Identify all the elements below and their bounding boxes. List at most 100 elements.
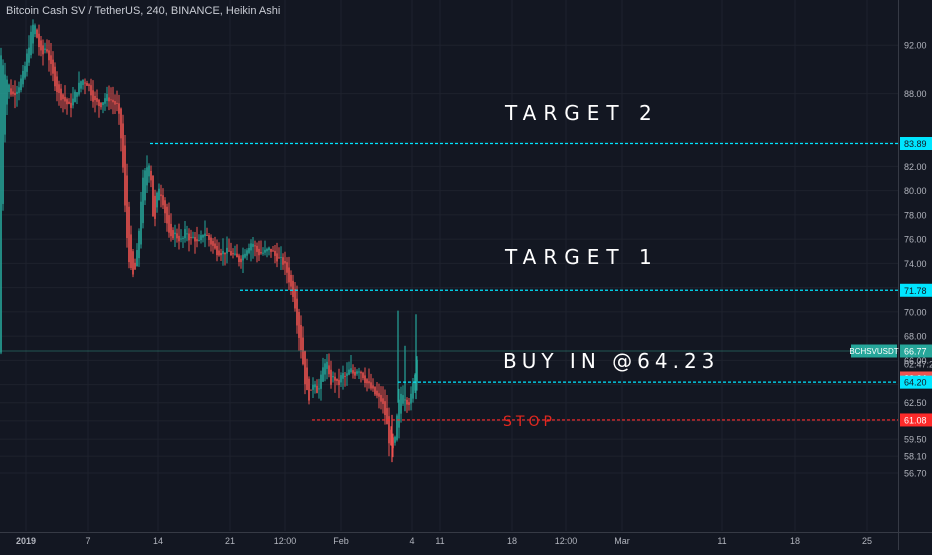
x-tick-label: 2019 (16, 536, 36, 546)
candle-body (156, 192, 158, 208)
candle-body (174, 232, 176, 235)
horizontal-levels[interactable] (0, 142, 898, 421)
candle-body (192, 236, 194, 238)
candle-body (274, 250, 276, 256)
candle-body (52, 59, 54, 74)
candle-body (288, 267, 290, 283)
candle-body (330, 369, 332, 385)
candle-body (296, 298, 298, 326)
y-tick-label: 68.00 (904, 332, 927, 342)
candle-body (346, 373, 348, 376)
candle-body (326, 361, 328, 369)
candle-body (130, 234, 132, 268)
candle-body (210, 237, 212, 245)
candle-body (250, 243, 252, 251)
candle-body (244, 253, 246, 258)
candle-body (236, 253, 238, 258)
candle-body (224, 252, 226, 255)
candle-body (86, 83, 88, 86)
candle-body (112, 99, 114, 103)
annotation-target-2[interactable]: TARGET 2 (505, 101, 659, 125)
candle-body (266, 248, 268, 252)
candle-body (402, 395, 404, 404)
candle-body (216, 245, 218, 256)
candle-body (138, 230, 140, 259)
annotation-buy-in[interactable]: BUY IN @64.23 (503, 349, 720, 373)
x-tick-label: 4 (409, 536, 414, 546)
candle-body (396, 415, 398, 440)
candle-body (316, 385, 318, 393)
candle-body (238, 255, 240, 262)
candles (0, 19, 418, 463)
candle-body (162, 195, 164, 206)
candle-body (32, 24, 34, 44)
candle-body (416, 359, 418, 383)
chart-title: Bitcoin Cash SV / TetherUS, 240, BINANCE… (6, 5, 281, 17)
candle-body (200, 235, 202, 241)
candle-body (368, 381, 370, 384)
candle-body (228, 250, 230, 252)
candle-body (168, 215, 170, 233)
candle-body (150, 170, 152, 181)
candle-body (376, 390, 378, 396)
candle-body (158, 188, 160, 201)
candle-body (124, 145, 126, 206)
price-tag-label: 61.08 (904, 415, 927, 425)
candle-body (20, 78, 22, 91)
annotation-target-1[interactable]: TARGET 1 (505, 245, 659, 269)
price-tags: 83.8971.78BCHSVUSDT66.7702:47:2566.6464.… (849, 137, 932, 427)
candle-body (320, 374, 322, 389)
candle-body (248, 248, 250, 253)
candle-body (324, 363, 326, 375)
candle-body (132, 251, 134, 275)
candle-body (366, 379, 368, 384)
candle-body (234, 253, 236, 255)
annotation-stop[interactable]: STOP (503, 414, 556, 430)
candle-body (26, 53, 28, 72)
y-tick-label: 74.00 (904, 259, 927, 269)
price-tag-label: 02:47:25 (904, 359, 932, 369)
candle-body (254, 245, 256, 247)
candle-body (114, 101, 116, 105)
candle-body (358, 371, 360, 373)
candle-body (202, 234, 204, 238)
candle-body (372, 385, 374, 389)
candle-body (0, 55, 2, 353)
y-tick-label: 58.10 (904, 452, 927, 462)
candle-body (354, 371, 356, 376)
candle-body (148, 165, 150, 177)
candle-body (294, 288, 296, 309)
candle-body (270, 248, 272, 252)
candle-body (220, 252, 222, 256)
candle-body (298, 312, 300, 338)
candle-body (312, 384, 314, 390)
y-tick-label: 66.00 (904, 356, 927, 366)
candle-body (380, 394, 382, 402)
candle-body (126, 175, 128, 239)
candle-body (50, 55, 52, 65)
candle-body (378, 393, 380, 397)
candle-body (276, 253, 278, 262)
candle-body (212, 241, 214, 246)
candle-body (12, 91, 14, 95)
candle-body (390, 429, 392, 445)
candle-body (260, 252, 262, 254)
candle-body (218, 250, 220, 256)
price-tag-label: 71.78 (904, 286, 927, 296)
candle-body (152, 175, 154, 217)
candle-body (64, 96, 66, 102)
candle-body (92, 90, 94, 102)
candle-body (40, 40, 42, 51)
candle-body (268, 247, 270, 251)
candle-body (280, 256, 282, 258)
candle-body (182, 237, 184, 239)
candle-body (60, 88, 62, 101)
candle-body (286, 262, 288, 273)
candle-body (204, 233, 206, 237)
grid (0, 0, 898, 531)
candle-body (394, 436, 396, 443)
candle-body (16, 91, 18, 95)
candle-body (208, 235, 210, 241)
